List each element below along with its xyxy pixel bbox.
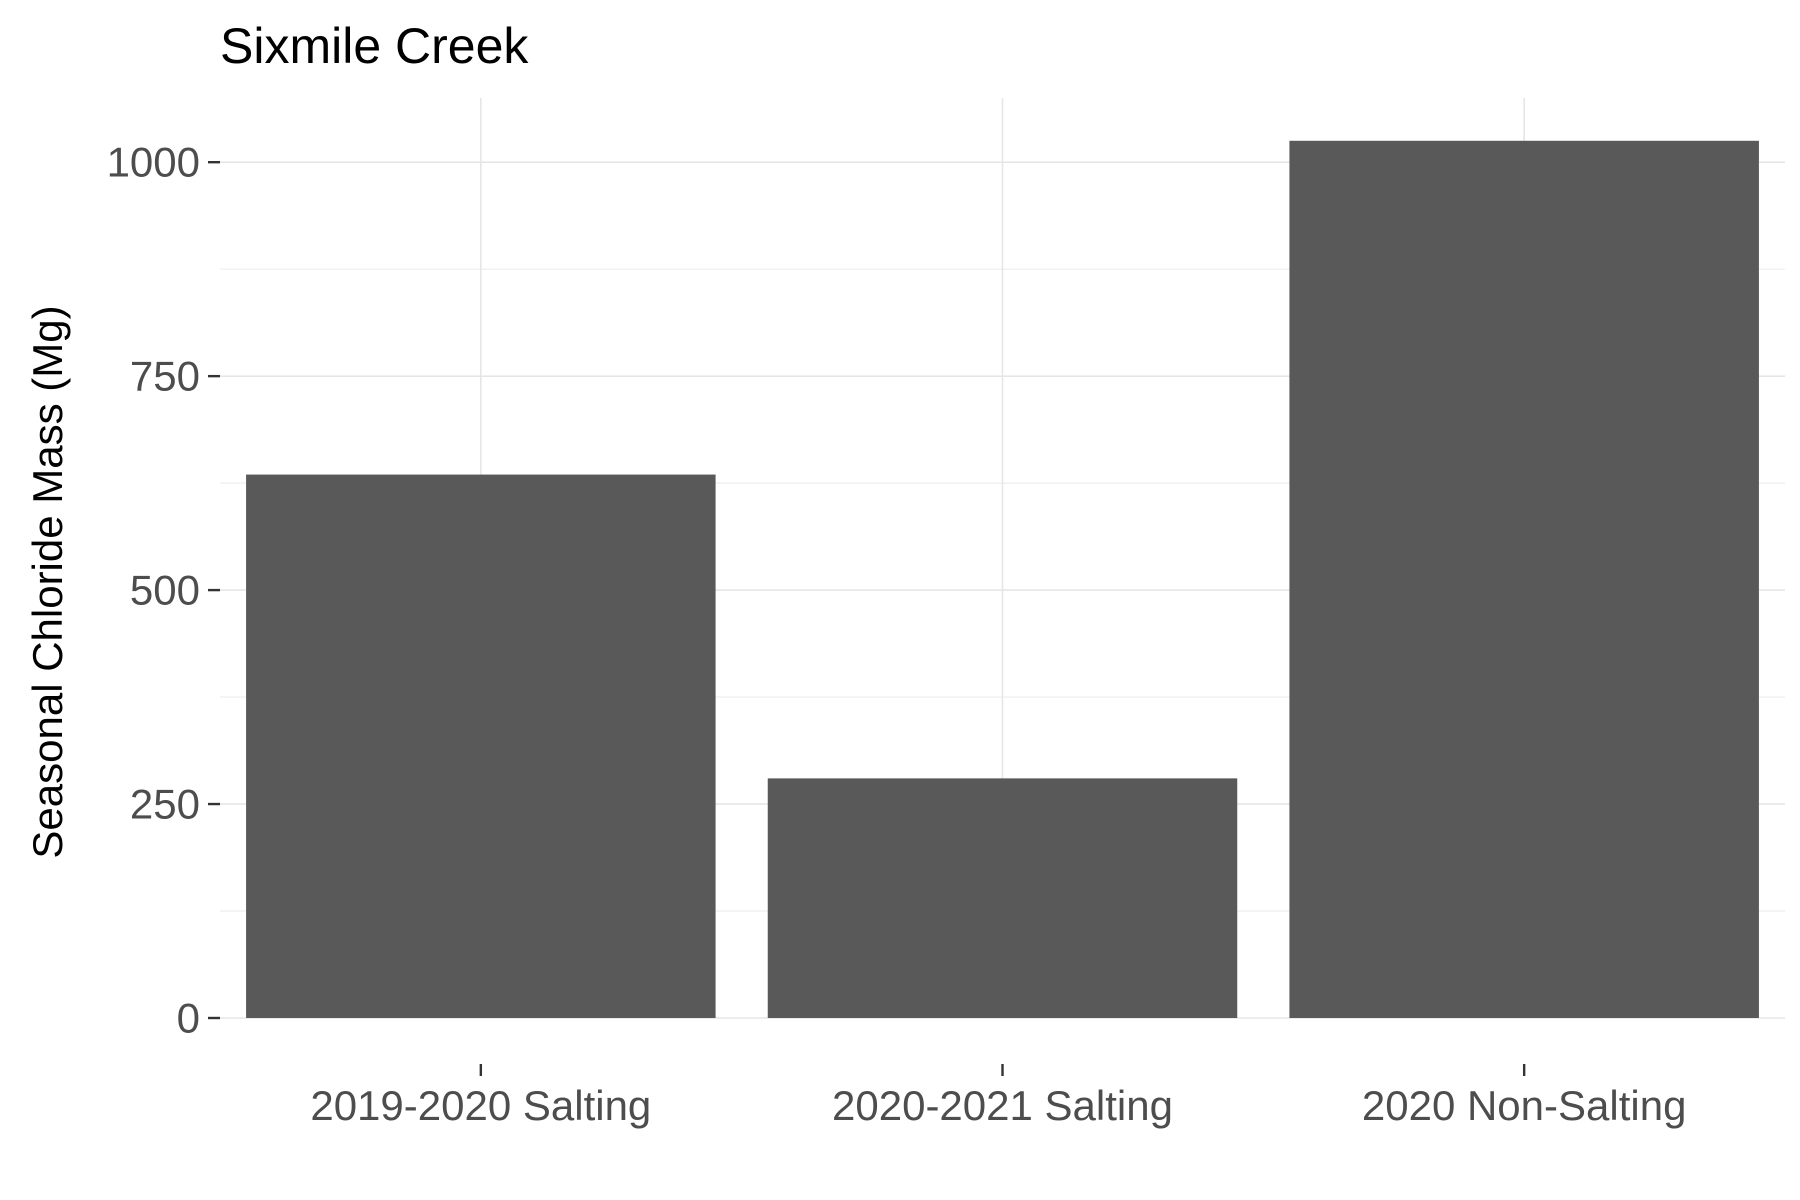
x-tick-label: 2019-2020 Salting: [310, 1082, 651, 1129]
y-tick-label: 250: [130, 781, 200, 828]
bar-1: [246, 474, 716, 1019]
y-tick-label: 0: [177, 995, 200, 1042]
y-tick-label: 1000: [107, 139, 200, 186]
bar-2: [767, 778, 1238, 1018]
bar-3: [1289, 140, 1759, 1018]
x-tick-label: 2020-2021 Salting: [832, 1082, 1173, 1129]
y-tick-label: 750: [130, 353, 200, 400]
y-axis-title: Seasonal Chloride Mass (Mg): [24, 305, 71, 858]
x-tick-label: 2020 Non-Salting: [1362, 1082, 1687, 1129]
y-axis: 0 250 500 750 1000: [107, 139, 220, 1042]
x-axis: 2019-2020 Salting 2020-2021 Salting 2020 N…: [310, 1064, 1686, 1129]
y-tick-label: 500: [130, 567, 200, 614]
chart-title: Sixmile Creek: [220, 18, 529, 74]
bars: [246, 140, 1759, 1019]
